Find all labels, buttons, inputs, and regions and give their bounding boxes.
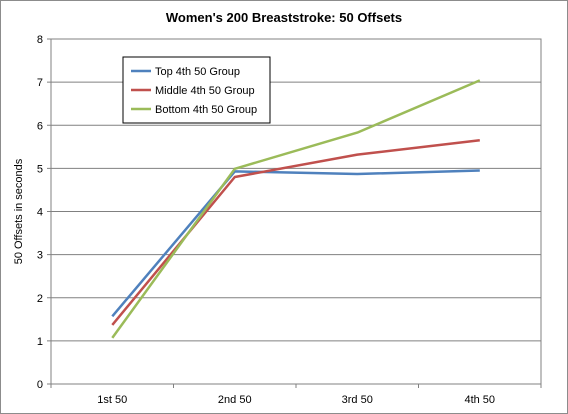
y-tick-label: 7 [37,77,43,89]
y-tick-label: 0 [37,379,43,391]
y-tick-label: 2 [37,293,43,305]
legend-label: Middle 4th 50 Group [155,85,255,97]
y-tick-label: 6 [37,120,43,132]
y-tick-label: 8 [37,34,43,46]
series-lines [111,79,481,339]
x-axis-tick-labels: 1st 50 2nd 50 3rd 50 4th 50 [50,384,542,406]
y-tick-label: 4 [37,207,43,219]
series-line-3 [111,79,481,339]
series-line-2 [111,139,480,326]
legend-label: Top 4th 50 Group [155,66,240,78]
y-tick-label: 3 [37,250,43,262]
gridlines [51,81,541,342]
series-line-1 [111,169,480,318]
chart-title: Women's 200 Breaststroke: 50 Offsets [166,10,402,25]
x-tick-label: 4th 50 [464,394,495,406]
y-tick-label: 5 [37,163,43,175]
legend-label: Bottom 4th 50 Group [155,104,257,116]
legend: Top 4th 50 Group Middle 4th 50 Group Botto… [122,56,271,124]
x-tick-label: 1st 50 [97,394,127,406]
x-tick-label: 2nd 50 [218,394,252,406]
y-axis-label: 50 Offsets in seconds [13,158,25,264]
y-axis-tick-labels: 0 1 2 3 4 5 6 7 8 [37,34,51,391]
x-tick-label: 3rd 50 [342,394,373,406]
y-tick-label: 1 [37,336,43,348]
